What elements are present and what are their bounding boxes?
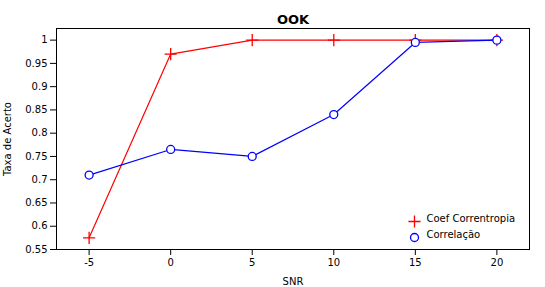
svg-text:10: 10 xyxy=(327,257,340,268)
svg-text:0.75: 0.75 xyxy=(25,151,47,162)
svg-text:Taxa de Acerto: Taxa de Acerto xyxy=(2,102,13,177)
svg-text:1: 1 xyxy=(41,34,47,45)
svg-text:0.7: 0.7 xyxy=(32,174,48,185)
svg-text:0.95: 0.95 xyxy=(25,58,47,69)
svg-text:Correlação: Correlação xyxy=(427,229,481,240)
svg-text:OOK: OOK xyxy=(277,12,310,27)
svg-text:0.6: 0.6 xyxy=(32,220,48,231)
svg-text:0.65: 0.65 xyxy=(25,197,47,208)
svg-text:0.55: 0.55 xyxy=(25,244,47,255)
svg-text:SNR: SNR xyxy=(283,276,304,287)
svg-text:0: 0 xyxy=(167,257,173,268)
svg-text:15: 15 xyxy=(409,257,422,268)
svg-text:0.8: 0.8 xyxy=(32,127,48,138)
svg-text:5: 5 xyxy=(249,257,255,268)
svg-text:20: 20 xyxy=(491,257,504,268)
svg-text:-5: -5 xyxy=(84,257,94,268)
svg-text:0.85: 0.85 xyxy=(25,104,47,115)
svg-text:Coef Correntropia: Coef Correntropia xyxy=(427,213,516,224)
svg-text:0.9: 0.9 xyxy=(32,81,48,92)
